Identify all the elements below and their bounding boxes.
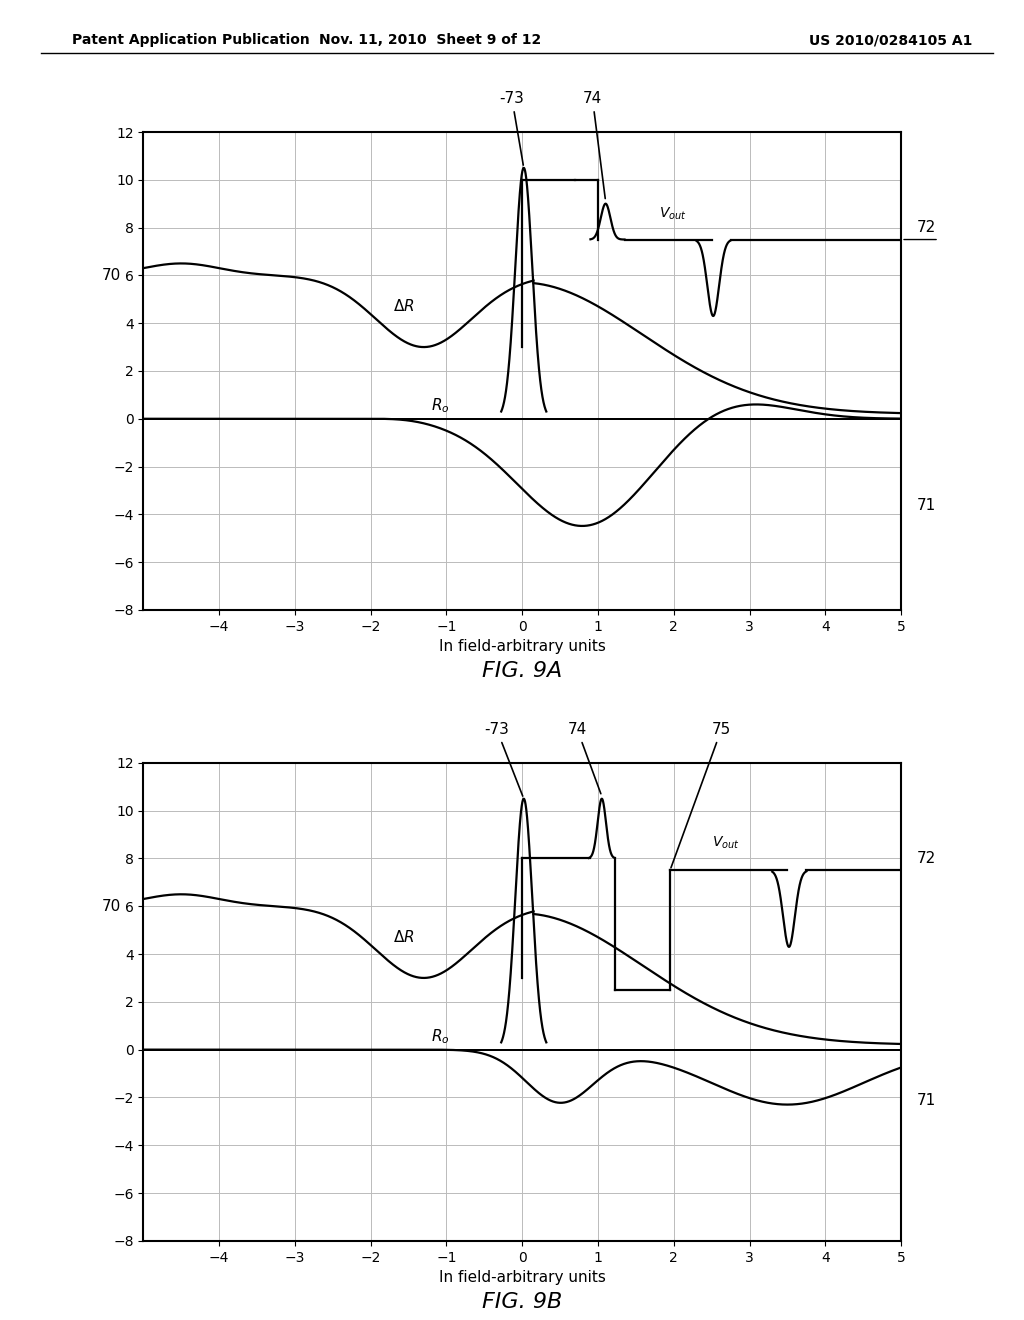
Text: 74: 74 — [583, 91, 605, 198]
Text: FIG. 9B: FIG. 9B — [482, 1292, 562, 1312]
Text: $\Delta R$: $\Delta R$ — [393, 298, 415, 314]
Text: 72: 72 — [916, 851, 936, 866]
Text: $R_o$: $R_o$ — [431, 1027, 450, 1045]
Text: 75: 75 — [671, 722, 731, 867]
Text: 71: 71 — [916, 498, 936, 512]
Text: -73: -73 — [500, 91, 524, 165]
Text: 72: 72 — [916, 220, 936, 235]
X-axis label: In field-arbitrary units: In field-arbitrary units — [439, 639, 605, 655]
Text: Patent Application Publication: Patent Application Publication — [72, 33, 309, 48]
Text: 70: 70 — [101, 899, 121, 913]
Text: $\Delta R$: $\Delta R$ — [393, 929, 415, 945]
Text: 74: 74 — [567, 722, 601, 793]
Text: $V_{out}$: $V_{out}$ — [658, 206, 686, 223]
Text: -73: -73 — [484, 722, 522, 796]
Text: US 2010/0284105 A1: US 2010/0284105 A1 — [809, 33, 973, 48]
Text: FIG. 9A: FIG. 9A — [482, 661, 562, 681]
Text: Nov. 11, 2010  Sheet 9 of 12: Nov. 11, 2010 Sheet 9 of 12 — [318, 33, 542, 48]
Text: 71: 71 — [916, 1093, 936, 1107]
X-axis label: In field-arbitrary units: In field-arbitrary units — [439, 1270, 605, 1286]
Text: $V_{out}$: $V_{out}$ — [712, 834, 739, 851]
Text: $R_o$: $R_o$ — [431, 396, 450, 414]
Text: 70: 70 — [101, 268, 121, 284]
